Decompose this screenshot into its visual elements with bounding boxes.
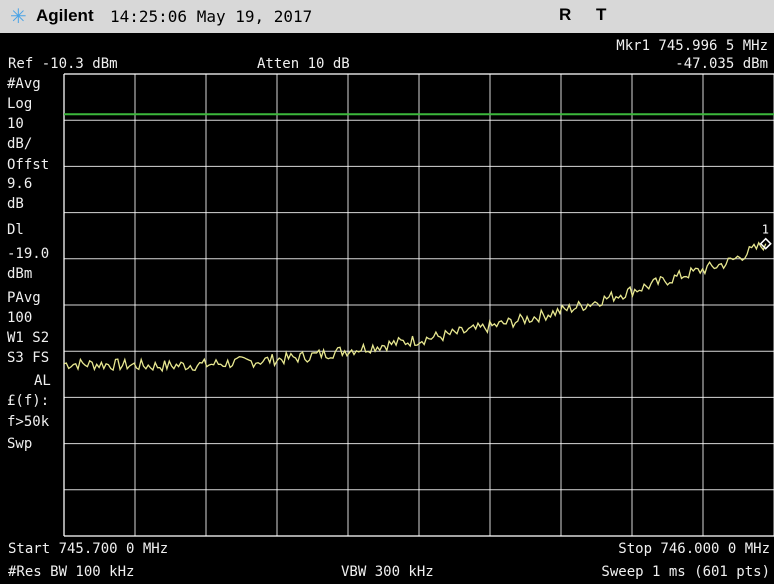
side-label-12: W1 S2 xyxy=(7,330,50,346)
marker-1: 1 xyxy=(759,223,772,250)
title-bar: ✳ Agilent 14:25:06 May 19, 2017 R T xyxy=(0,0,774,33)
side-label-0: #Avg xyxy=(7,76,41,92)
side-label-6: dB xyxy=(7,196,24,212)
marker-diamond xyxy=(759,237,772,250)
video-bandwidth: VBW 300 kHz xyxy=(341,564,434,580)
trace xyxy=(63,241,767,373)
brand-name: Agilent xyxy=(36,6,94,25)
agilent-logo-icon: ✳ xyxy=(10,4,27,28)
side-label-16: f>50k xyxy=(7,414,50,430)
date-time: 14:25:06 May 19, 2017 xyxy=(110,7,313,26)
side-label-7: Dl xyxy=(7,222,24,238)
status-flag-r: R xyxy=(559,5,572,24)
side-label-13: S3 FS xyxy=(7,350,50,366)
marker-amplitude: -47.035 dBm xyxy=(675,56,768,72)
side-label-1: Log xyxy=(7,96,33,112)
graticule xyxy=(63,73,774,537)
ref-level: Ref -10.3 dBm xyxy=(8,56,118,72)
side-label-2: 10 xyxy=(7,116,24,132)
resolution-bandwidth: #Res BW 100 kHz xyxy=(8,564,135,580)
side-label-3: dB/ xyxy=(7,136,33,152)
side-label-14: AL xyxy=(34,373,51,389)
marker-frequency: Mkr1 745.996 5 MHz xyxy=(616,38,768,54)
side-label-10: PAvg xyxy=(7,290,41,306)
side-label-5: 9.6 xyxy=(7,176,33,192)
start-frequency: Start 745.700 0 MHz xyxy=(8,541,169,557)
side-label-15: £(f): xyxy=(7,393,50,409)
attenuation: Atten 10 dB xyxy=(257,56,350,72)
status-flag-t: T xyxy=(596,5,607,24)
stop-frequency: Stop 746.000 0 MHz xyxy=(618,541,770,557)
side-label-11: 100 xyxy=(7,310,33,326)
side-label-17: Swp xyxy=(7,436,33,452)
side-label-4: Offst xyxy=(7,157,50,173)
marker-number: 1 xyxy=(762,223,769,237)
sweep-time: Sweep 1 ms (601 pts) xyxy=(601,564,770,580)
side-label-8: -19.0 xyxy=(7,246,50,262)
side-label-9: dBm xyxy=(7,266,33,282)
